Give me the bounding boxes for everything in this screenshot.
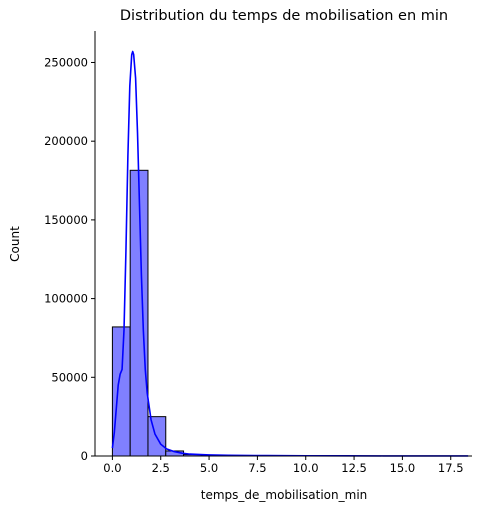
y-axis-label: Count — [8, 226, 22, 262]
x-tick-label: 2.5 — [152, 461, 170, 475]
x-tick-label: 7.5 — [248, 461, 266, 475]
kde-group — [111, 50, 469, 457]
chart-title: Distribution du temps de mobilisation en… — [120, 8, 448, 24]
y-tick-label: 50000 — [51, 370, 88, 384]
x-tick-label: 15.0 — [390, 461, 416, 475]
y-tick-label: 250000 — [44, 55, 88, 69]
bars-group — [111, 169, 469, 457]
y-tick-label: 200000 — [44, 134, 88, 148]
x-ticks-group: 0.0 2.5 5.0 7.5 10.0 12.5 15.0 17.5 — [103, 456, 464, 475]
histogram-bar-0 — [111, 326, 131, 457]
y-tick-label: 100000 — [44, 292, 88, 306]
x-tick-label: 5.0 — [200, 461, 218, 475]
x-tick-label: 0.0 — [103, 461, 121, 475]
kde-line — [111, 50, 469, 457]
y-ticks-group: 0 50000 100000 150000 200000 250000 — [44, 55, 95, 463]
y-tick-label: 150000 — [44, 213, 88, 227]
y-tick-label: 0 — [81, 449, 88, 463]
x-tick-label: 12.5 — [341, 461, 367, 475]
axes-group — [94, 31, 472, 457]
x-axis-label: temps_de_mobilisation_min — [201, 488, 368, 502]
x-tick-label: 10.0 — [293, 461, 319, 475]
x-tick-label: 17.5 — [438, 461, 464, 475]
